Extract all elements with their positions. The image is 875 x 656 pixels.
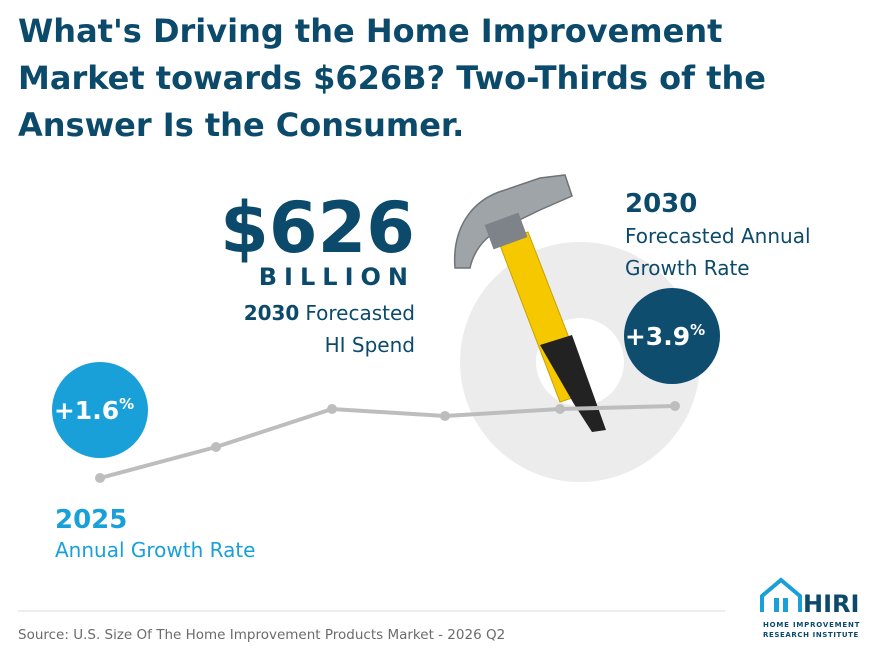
headline-label-line: Forecasted [305,301,415,325]
growth-2030-label: Forecasted Annual [625,224,811,248]
growth-value: +1.6 [54,396,119,425]
growth-suffix: % [690,321,705,339]
growth-2025-value: +1.6% [54,395,134,425]
growth-2025-badge [52,362,148,458]
headline-amount: $626 [220,187,415,269]
logo: HIRI HOME IMPROVEMENT RESEARCH INSTITUTE [760,577,860,639]
trend-line [99,404,676,480]
headline-label: 2030 Forecasted [244,301,415,325]
growth-2025-label: Annual Growth Rate [55,538,256,562]
logo-tagline: RESEARCH INSTITUTE [763,631,859,639]
growth-2030-label: Growth Rate [625,256,750,280]
headline-year: 2030 [244,301,300,325]
growth-2030-value: +3.9% [625,321,705,351]
title-line: Market towards $626B? Two-Thirds of the [18,59,766,97]
headline-unit: BILLION [259,263,415,291]
headline-label-line: HI Spend [325,333,415,357]
growth-value: +3.9 [625,322,690,351]
growth-2030-badge [624,288,720,384]
growth-2030-year: 2030 [625,189,697,219]
growth-suffix: % [119,395,134,413]
title-line: What's Driving the Home Improvement [18,12,722,50]
logo-name: HIRI [803,590,859,618]
source: Source: U.S. Size Of The Home Improvemen… [18,627,505,643]
growth-2025-year: 2025 [55,505,127,535]
trend-points [95,401,680,483]
title-line: Answer Is the Consumer. [18,106,464,144]
logo-tagline: HOME IMPROVEMENT [763,621,860,629]
